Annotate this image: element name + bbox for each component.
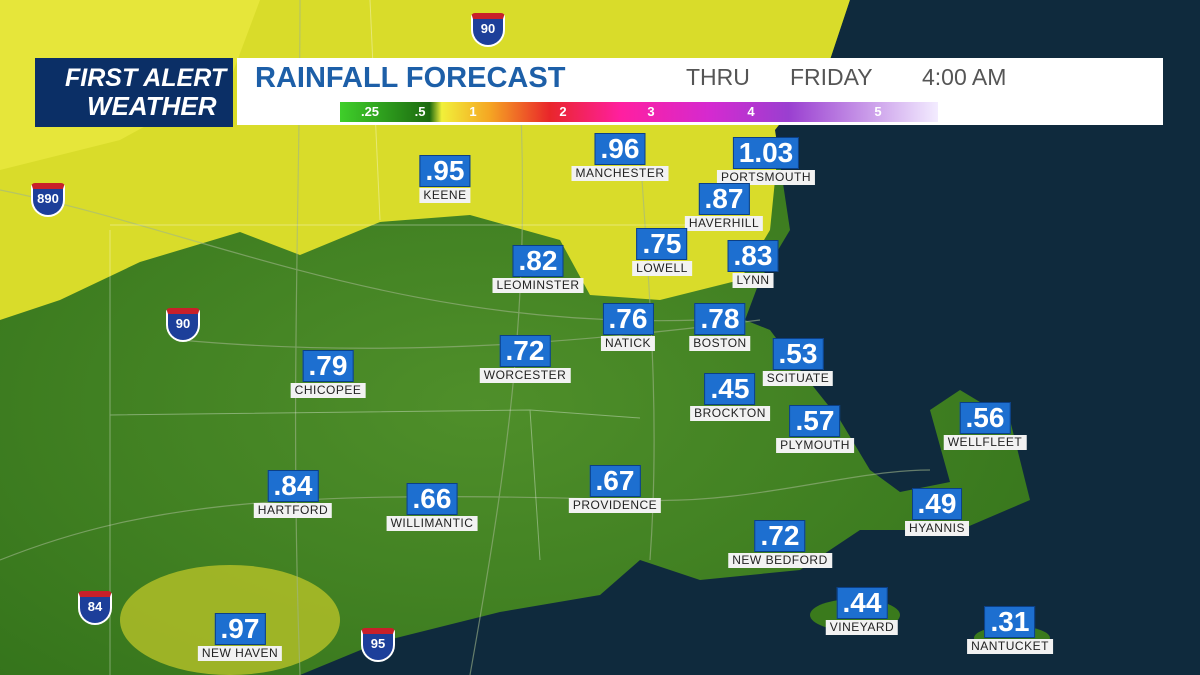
city-marker: .79 CHICOPEE [290, 350, 366, 398]
city-name: PROVIDENCE [568, 498, 662, 513]
city-marker: .87 HAVERHILL [684, 183, 764, 231]
rain-total: .67 [589, 465, 641, 497]
city-name: KEENE [419, 188, 471, 203]
rain-total: .96 [594, 133, 646, 165]
title: RAINFALL FORECAST [255, 62, 566, 94]
city-name: WILLIMANTIC [386, 516, 478, 531]
legend-label: .25 [360, 104, 380, 119]
thru: THRU [686, 64, 750, 90]
city-marker: .84 HARTFORD [253, 470, 333, 518]
logo: FIRST ALERT WEATHER [35, 58, 233, 127]
city-marker: .82 LEOMINSTER [492, 245, 584, 293]
city-marker: .57 PLYMOUTH [776, 405, 854, 453]
rain-total: .87 [698, 183, 750, 215]
city-name: CHICOPEE [290, 383, 366, 398]
city-marker: .95 KEENE [419, 155, 471, 203]
rain-total: .31 [984, 606, 1036, 638]
shield-number: 95 [370, 636, 386, 651]
rain-total: 1.03 [732, 137, 800, 169]
city-name: HARTFORD [253, 503, 333, 518]
rain-total: .49 [911, 488, 963, 520]
city-name: HAVERHILL [684, 216, 764, 231]
city-name: LYNN [732, 273, 774, 288]
rain-total: .72 [499, 335, 551, 367]
interstate-shield: 90 [471, 13, 505, 47]
city-name: NEW HAVEN [197, 646, 283, 661]
city-name: NANTUCKET [967, 639, 1053, 654]
title-bar: RAINFALL FORECAST THRU FRIDAY 4:00 AM .2… [237, 58, 1163, 125]
city-marker: .96 MANCHESTER [571, 133, 669, 181]
time: 4:00 AM [922, 64, 1007, 90]
shield-number: 84 [87, 599, 103, 614]
city-name: LEOMINSTER [492, 278, 584, 293]
city-marker: .31 NANTUCKET [967, 606, 1053, 654]
legend-bar: .25 .5 1 2 3 4 5 [340, 102, 938, 122]
shield-number: 90 [175, 316, 191, 331]
city-marker: .97 NEW HAVEN [197, 613, 283, 661]
rain-total: .56 [959, 402, 1011, 434]
shield-number: 90 [480, 21, 496, 36]
city-marker: .83 LYNN [727, 240, 779, 288]
city-name: WELLFLEET [943, 435, 1027, 450]
interstate-shield: 890 [31, 183, 65, 217]
rain-total: .78 [694, 303, 746, 335]
city-name: WORCESTER [479, 368, 571, 383]
rain-total: .45 [704, 373, 756, 405]
rain-total: .97 [214, 613, 266, 645]
city-marker: .53 SCITUATE [762, 338, 834, 386]
legend-label: 4 [747, 104, 755, 119]
city-name: BOSTON [689, 336, 751, 351]
city-name: PLYMOUTH [776, 438, 854, 453]
city-name: BROCKTON [690, 406, 770, 421]
rain-total: .82 [512, 245, 564, 277]
city-name: NATICK [600, 336, 656, 351]
rain-total: .66 [406, 483, 458, 515]
city-marker: .67 PROVIDENCE [568, 465, 662, 513]
legend-label: .5 [414, 104, 426, 119]
city-name: VINEYARD [825, 620, 899, 635]
city-marker: .72 NEW BEDFORD [728, 520, 832, 568]
city-name: SCITUATE [762, 371, 834, 386]
rain-total: .72 [754, 520, 806, 552]
rain-total: .76 [602, 303, 654, 335]
interstate-shield: 84 [78, 591, 112, 625]
rain-total: .57 [789, 405, 841, 437]
interstate-shield: 90 [166, 308, 200, 342]
city-marker: .45 BROCKTON [690, 373, 770, 421]
shield-number: 890 [37, 191, 59, 206]
legend-label: 5 [874, 104, 882, 119]
city-name: LOWELL [632, 261, 692, 276]
city-marker: .44 VINEYARD [825, 587, 899, 635]
city-marker: .66 WILLIMANTIC [386, 483, 478, 531]
rain-total: .75 [636, 228, 688, 260]
rain-total: .83 [727, 240, 779, 272]
legend-label: 2 [559, 104, 567, 119]
city-marker: .72 WORCESTER [479, 335, 571, 383]
city-marker: .78 BOSTON [689, 303, 751, 351]
city-name: HYANNIS [905, 521, 969, 536]
rain-total: .79 [302, 350, 354, 382]
legend-label: 3 [647, 104, 655, 119]
city-marker: .75 LOWELL [632, 228, 692, 276]
day: FRIDAY [790, 64, 873, 90]
city-marker: 1.03 PORTSMOUTH [716, 137, 816, 185]
rain-total: .44 [836, 587, 888, 619]
legend-label: 1 [469, 104, 477, 119]
city-name: NEW BEDFORD [728, 553, 832, 568]
logo-bottom: WEATHER [87, 91, 217, 121]
rain-total: .95 [419, 155, 471, 187]
city-marker: .49 HYANNIS [905, 488, 969, 536]
city-marker: .56 WELLFLEET [943, 402, 1027, 450]
ocean [300, 0, 1200, 675]
interstate-shield: 95 [361, 628, 395, 662]
rain-total: .53 [772, 338, 824, 370]
city-name: PORTSMOUTH [716, 170, 816, 185]
city-name: MANCHESTER [571, 166, 669, 181]
rain-total: .84 [267, 470, 319, 502]
logo-top: FIRST ALERT [65, 64, 227, 92]
city-marker: .76 NATICK [600, 303, 656, 351]
